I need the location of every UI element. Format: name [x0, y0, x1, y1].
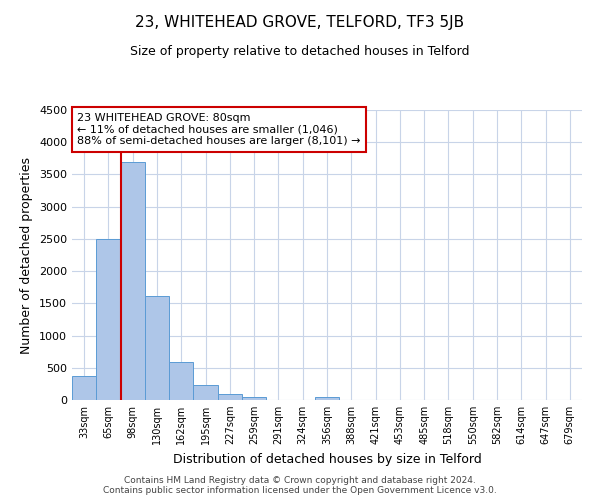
Text: Size of property relative to detached houses in Telford: Size of property relative to detached ho…	[130, 45, 470, 58]
Text: Contains HM Land Registry data © Crown copyright and database right 2024.
Contai: Contains HM Land Registry data © Crown c…	[103, 476, 497, 495]
X-axis label: Distribution of detached houses by size in Telford: Distribution of detached houses by size …	[173, 452, 481, 466]
Bar	[169, 362, 193, 400]
Y-axis label: Number of detached properties: Number of detached properties	[20, 156, 34, 354]
Bar	[145, 296, 169, 400]
Text: 23, WHITEHEAD GROVE, TELFORD, TF3 5JB: 23, WHITEHEAD GROVE, TELFORD, TF3 5JB	[136, 15, 464, 30]
Bar	[72, 376, 96, 400]
Bar	[315, 397, 339, 400]
Bar	[96, 239, 121, 400]
Bar	[242, 397, 266, 400]
Bar	[218, 394, 242, 400]
Bar	[121, 162, 145, 400]
Bar	[193, 384, 218, 400]
Text: 23 WHITEHEAD GROVE: 80sqm
← 11% of detached houses are smaller (1,046)
88% of se: 23 WHITEHEAD GROVE: 80sqm ← 11% of detac…	[77, 113, 361, 146]
